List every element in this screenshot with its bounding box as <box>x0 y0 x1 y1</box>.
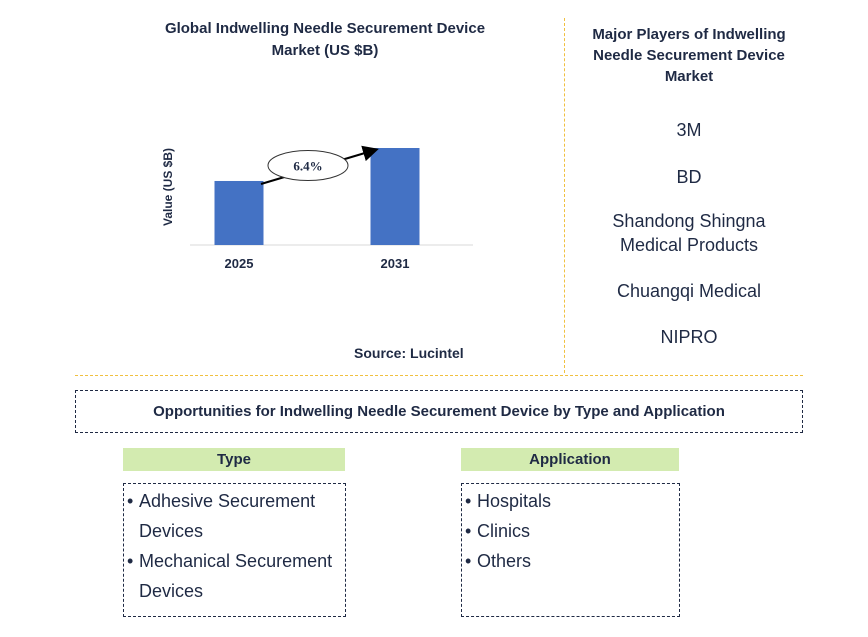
opportunities-banner: Opportunities for Indwelling Needle Secu… <box>75 390 803 433</box>
x-tick-label-2025: 2025 <box>225 256 254 271</box>
application-header: Application <box>461 448 679 471</box>
bar-2025 <box>214 180 264 245</box>
type-box: • Adhesive Securement Devices • Mechanical… <box>123 483 346 617</box>
player-shandong-shingna: Shandong Shingna Medical Products <box>612 211 766 255</box>
application-list: • Hospitals • Clinics • Others <box>462 484 679 576</box>
x-tick-label-2031: 2031 <box>381 256 410 271</box>
type-item-label: Adhesive Securement Devices <box>139 491 316 541</box>
application-item-label: Others <box>477 551 532 571</box>
list-item: • Hospitals <box>465 491 552 511</box>
chart-title: Global Indwelling Needle Securement Devi… <box>164 20 486 59</box>
players-title: Major Players of Indwelling Needle Secur… <box>592 26 786 85</box>
list-item: • Mechanical Securement Devices <box>127 551 333 601</box>
type-list: • Adhesive Securement Devices • Mechanical… <box>124 484 345 606</box>
application-item-label: Clinics <box>477 521 531 541</box>
cagr-ellipse <box>267 149 349 181</box>
y-axis-label: Value (US $B) <box>161 148 175 226</box>
application-box: • Hospitals • Clinics • Others <box>461 483 680 617</box>
type-item-label: Mechanical Securement Devices <box>139 551 333 601</box>
bar-chart: Value (US $B) 2025 2031 6.4% <box>161 145 473 271</box>
opportunities-title: Opportunities for Indwelling Needle Secu… <box>153 403 725 420</box>
player-nipro: NIPRO <box>660 327 718 347</box>
player-3m: 3M <box>676 120 702 140</box>
list-item: • Others <box>465 551 532 571</box>
list-item: • Clinics <box>465 521 531 541</box>
list-item: • Adhesive Securement Devices <box>127 491 316 541</box>
application-item-label: Hospitals <box>477 491 552 511</box>
bar-2031 <box>370 148 420 245</box>
horizontal-divider <box>75 375 803 376</box>
player-chuangqi: Chuangqi Medical <box>616 281 762 301</box>
player-bd: BD <box>676 167 702 187</box>
cagr-label: 6.4% <box>293 158 322 173</box>
type-header: Type <box>123 448 345 471</box>
vertical-divider <box>564 18 565 373</box>
source-label: Source: Lucintel <box>354 345 464 361</box>
